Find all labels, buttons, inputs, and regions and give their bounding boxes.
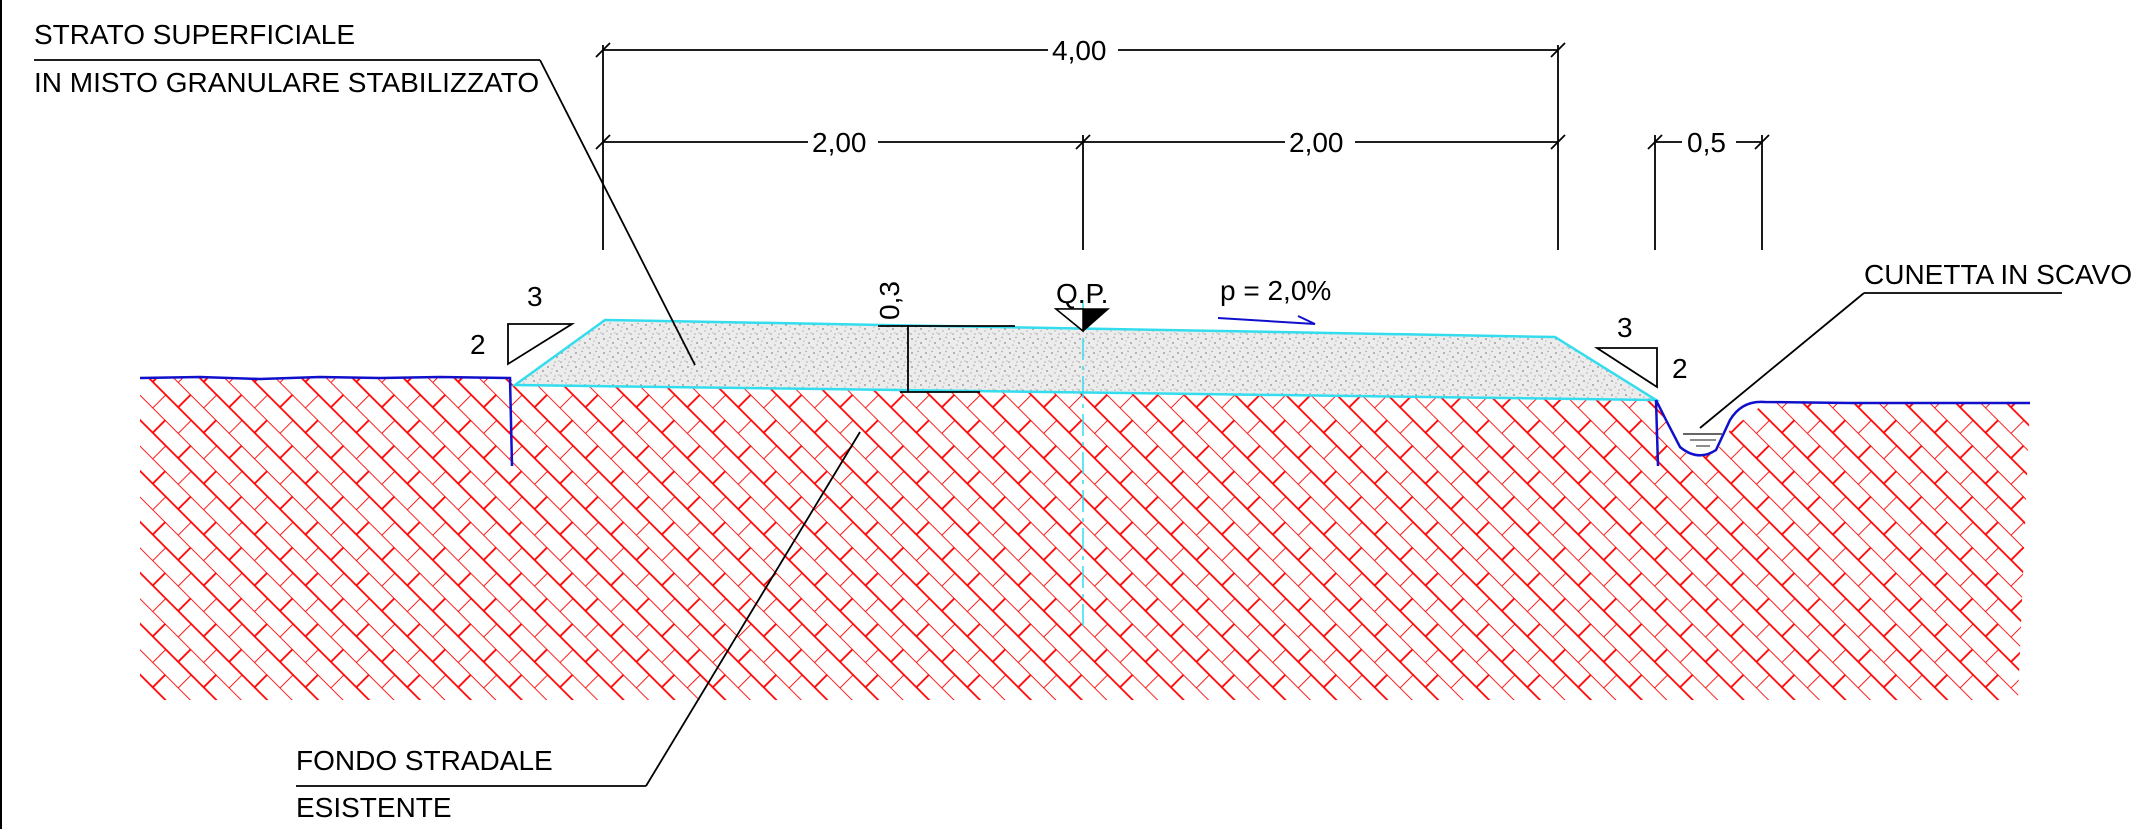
- fondo-label-line2: ESISTENTE: [296, 792, 452, 823]
- fondo-label-line1: FONDO STRADALE: [296, 745, 553, 776]
- existing-ground-hatch: [140, 378, 2030, 700]
- cunetta-label: CUNETTA IN SCAVO: [1864, 259, 2132, 290]
- slope-triangle-right: [1593, 347, 1658, 389]
- slope-percent-label: p = 2,0%: [1220, 275, 1331, 306]
- strato-label-line1: STRATO SUPERFICIALE: [34, 19, 355, 50]
- leader-lines: [34, 59, 2062, 787]
- frame-border: [0, 0, 2, 829]
- slope-left-horizontal: 3: [527, 281, 543, 312]
- slope-left-vertical: 2: [470, 329, 486, 360]
- dim-ditch-width: 0,5: [1687, 127, 1726, 158]
- slope-right-horizontal: 3: [1617, 312, 1633, 343]
- dim-half-right: 2,00: [1289, 127, 1344, 158]
- strato-label-line2: IN MISTO GRANULARE STABILIZZATO: [34, 67, 539, 98]
- slope-right-vertical: 2: [1672, 353, 1688, 384]
- gravel-layer: [511, 318, 1661, 402]
- slope-arrow-icon: [1217, 315, 1316, 325]
- slope-triangle-left: [507, 323, 576, 366]
- ground-line-left: [139, 375, 514, 467]
- ditch-water-symbol: [1683, 433, 1722, 447]
- qp-label: Q.P.: [1056, 278, 1108, 309]
- dim-total-width: 4,00: [1052, 35, 1107, 66]
- dim-layer-thickness: 0,3: [874, 281, 905, 320]
- ground-line-right: [1654, 399, 2030, 467]
- dimension-lines: [595, 42, 1770, 393]
- dim-half-left: 2,00: [812, 127, 867, 158]
- qp-marker-half: [1053, 308, 1084, 333]
